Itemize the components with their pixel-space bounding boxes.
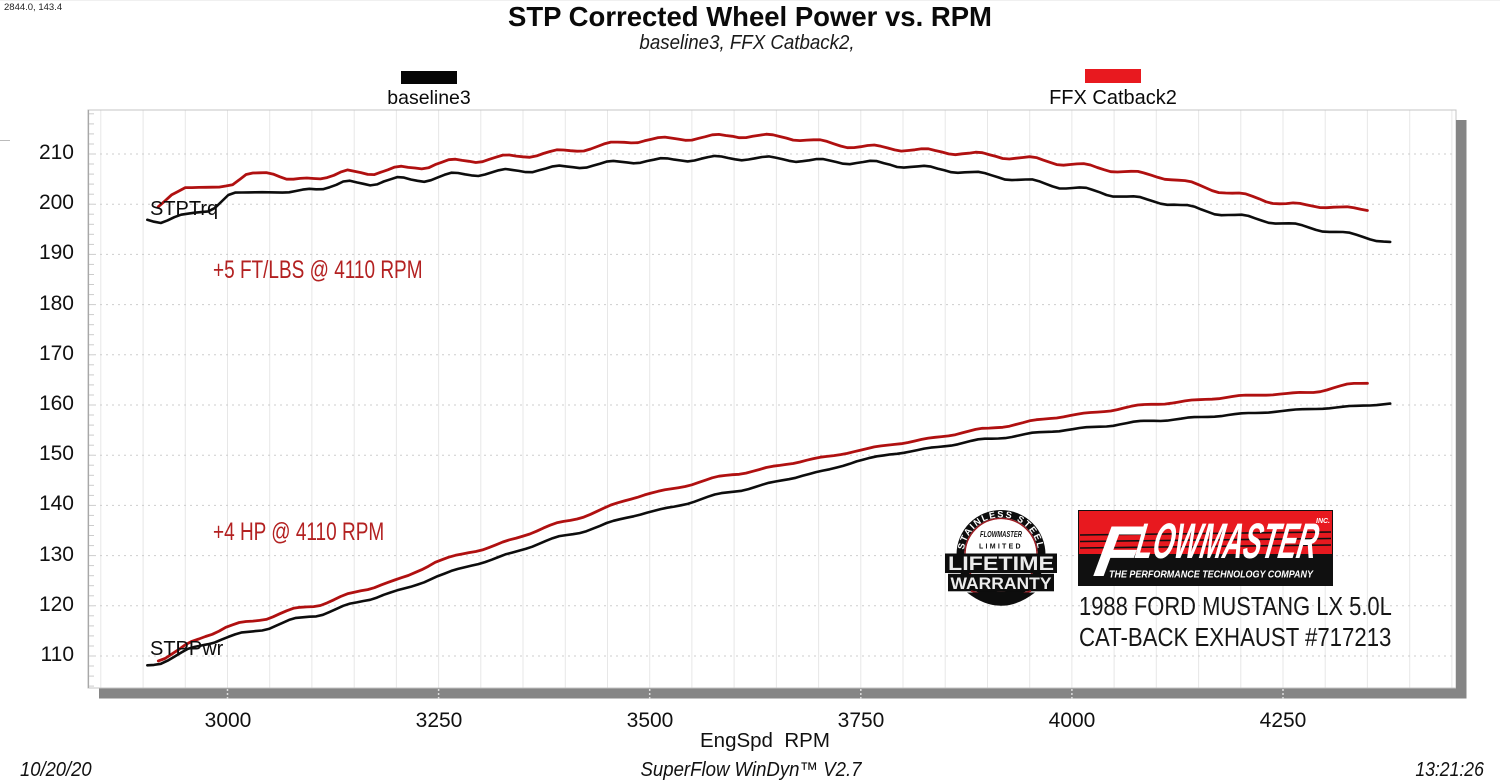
svg-text:INC.: INC.: [1316, 518, 1330, 525]
svg-text:FLOWMASTER: FLOWMASTER: [980, 529, 1023, 539]
svg-text:LOWMASTER: LOWMASTER: [1132, 512, 1323, 569]
svg-text:THE PERFORMANCE TECHNOLOGY COM: THE PERFORMANCE TECHNOLOGY COMPANY: [1109, 569, 1314, 581]
svg-text:WARRANTY: WARRANTY: [951, 575, 1052, 593]
svg-text:LIMITED: LIMITED: [979, 544, 1023, 551]
svg-text:LIFETIME: LIFETIME: [948, 554, 1054, 575]
